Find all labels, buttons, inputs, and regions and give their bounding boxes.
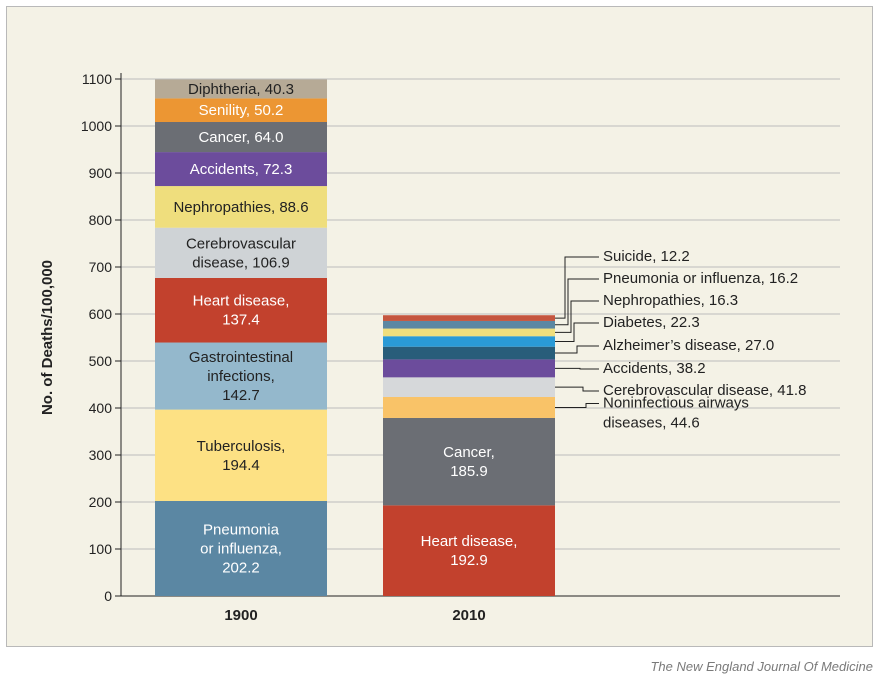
bar-segment	[155, 227, 327, 278]
y-tick-label: 0	[104, 588, 112, 604]
bar-segment	[383, 320, 555, 329]
callout-label: Pneumonia or influenza, 16.2	[603, 270, 798, 287]
callout-label: Noninfectious airways	[603, 394, 749, 411]
segment-label: Cerebrovascular	[186, 235, 296, 252]
bar-segment	[155, 98, 327, 123]
segment-label: Diphtheria, 40.3	[188, 81, 294, 98]
segment-label: Nephropathies, 88.6	[173, 199, 308, 216]
bar-segment	[155, 152, 327, 187]
y-tick-label: 400	[89, 400, 113, 416]
bar-segment	[383, 505, 555, 596]
bar-segment	[383, 417, 555, 506]
callout-label: Cerebrovascular disease, 41.8	[603, 382, 806, 399]
callout-label: Nephropathies, 16.3	[603, 292, 738, 309]
source-credit: The New England Journal Of Medicine	[650, 659, 873, 674]
segment-label: Heart disease,	[421, 533, 518, 550]
y-tick-label: 800	[89, 212, 113, 228]
segment-label: 202.2	[222, 559, 260, 576]
segment-label: disease, 106.9	[192, 254, 290, 271]
y-tick-label: 100	[89, 541, 113, 557]
y-tick-label: 700	[89, 259, 113, 275]
callout-label: Accidents, 38.2	[603, 360, 706, 377]
segment-label: Senility, 50.2	[199, 102, 284, 119]
y-tick-label: 1100	[82, 71, 112, 87]
callout-leader	[555, 322, 599, 342]
segment-label: 142.7	[222, 387, 260, 404]
bar-segment	[155, 342, 327, 410]
y-tick-label: 200	[89, 494, 113, 510]
y-tick-label: 300	[89, 447, 113, 463]
callout-leader	[555, 256, 599, 319]
x-category-label: 2010	[452, 607, 485, 624]
callout-leader	[555, 345, 599, 354]
y-axis-title: No. of Deaths/100,000	[39, 260, 56, 415]
segment-label: 137.4	[222, 312, 260, 329]
y-tick-label: 600	[89, 306, 113, 322]
segment-label: infections,	[207, 368, 275, 385]
bar-segment	[155, 277, 327, 343]
callout-label: Diabetes, 22.3	[603, 314, 700, 331]
segment-label: or influenza,	[200, 540, 282, 557]
bar-segment	[155, 186, 327, 228]
segment-label: 192.9	[450, 552, 488, 569]
bar-segment	[155, 79, 327, 99]
segment-label: Cancer, 64.0	[198, 129, 283, 146]
segment-label: 194.4	[222, 457, 260, 474]
y-tick-label: 500	[89, 353, 113, 369]
segment-label: Accidents, 72.3	[190, 161, 293, 178]
callout-leader	[555, 402, 599, 408]
callout-label: Suicide, 12.2	[603, 248, 690, 265]
bar-segment	[383, 397, 555, 418]
bar-segment	[155, 409, 327, 501]
segment-label: 185.9	[450, 463, 488, 480]
callout-leader	[555, 367, 599, 370]
callout-label: diseases, 44.6	[603, 414, 700, 431]
bar-segment	[155, 500, 327, 596]
callout-leader	[555, 386, 599, 392]
callout-leader	[555, 300, 599, 333]
y-tick-label: 900	[89, 165, 113, 181]
segment-label: Cancer,	[443, 444, 495, 461]
bar-segment	[383, 377, 555, 398]
bar-segment	[383, 346, 555, 360]
y-tick-label: 1000	[81, 118, 112, 134]
callout-label: Alzheimer’s disease, 27.0	[603, 337, 774, 354]
segment-label: Pneumonia	[203, 521, 280, 538]
bar-segment	[383, 359, 555, 378]
segment-label: Heart disease,	[193, 293, 290, 310]
x-category-label: 1900	[224, 607, 257, 624]
bar-segment	[383, 315, 555, 321]
bar-segment	[383, 336, 555, 347]
bar-segment	[155, 122, 327, 153]
bar-segment	[383, 328, 555, 337]
segment-label: Gastrointestinal	[189, 349, 293, 366]
callout-leader	[555, 278, 599, 326]
segment-label: Tuberculosis,	[197, 438, 286, 455]
